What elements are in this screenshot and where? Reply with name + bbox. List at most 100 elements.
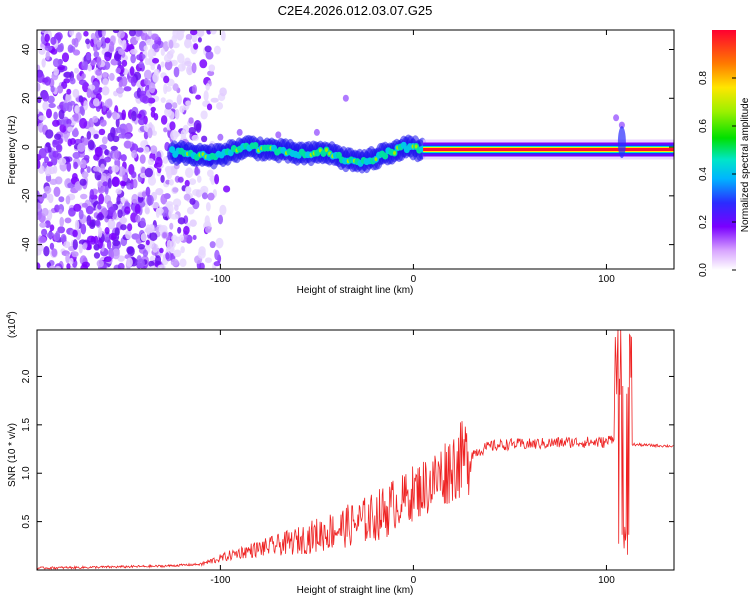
spectrogram-noise-blob — [112, 211, 118, 220]
spectrogram-noise-blob — [115, 117, 120, 128]
spectrogram-noise-blob — [81, 73, 86, 79]
spectrogram-noise-blob — [64, 217, 72, 224]
spectrogram-noise-blob — [123, 140, 132, 149]
spectrogram-noise-blob — [96, 39, 102, 48]
spectrogram-noise-blob — [150, 145, 158, 154]
spectrogram-noise-blob — [120, 128, 126, 136]
spectrogram-noise-blob — [85, 38, 91, 45]
spectrogram-y-tick-label: 0 — [21, 144, 32, 150]
spectrogram-noise-blob — [97, 238, 103, 249]
spectrogram-noise-blob — [166, 239, 172, 250]
ridge-tail-red — [423, 148, 674, 151]
spectrogram-noise-blob — [94, 146, 103, 158]
spectrogram-noise-blob — [69, 30, 75, 36]
spectrogram-noise-blob — [217, 133, 224, 141]
spectrogram-noise-blob — [161, 206, 169, 217]
spectrogram-noise-blob — [145, 186, 151, 197]
spectrogram-noise-blob — [57, 64, 65, 71]
spectrogram-noise-blob — [80, 223, 87, 235]
spectrogram-noise-blob — [115, 67, 121, 74]
spectrogram-noise-blob — [124, 133, 132, 140]
spectrogram-noise-blob — [121, 181, 127, 187]
spectrogram-noise-blob — [195, 122, 202, 133]
spectrogram-noise-blob — [177, 217, 186, 225]
spectrogram-noise-blob — [180, 129, 187, 140]
spectrogram-noise-blob — [63, 78, 71, 84]
spectrogram-noise-blob — [47, 95, 55, 104]
spectrogram-noise-blob — [80, 193, 88, 200]
spectrogram-noise-blob — [150, 106, 156, 112]
spectrogram-noise-blob — [69, 257, 74, 265]
spectrogram-noise-blob — [45, 129, 54, 139]
snr-panel: -100 0 100 0.5 1.0 1.5 2.0 Height of straight… — [6, 311, 675, 596]
spectrogram-noise-blob — [89, 189, 95, 199]
spectrogram-noise-blob — [213, 45, 221, 55]
spectrogram-noise-blob — [169, 222, 174, 230]
spectrogram-noise-blob — [195, 94, 202, 100]
spectrogram-noise-blob — [97, 181, 102, 188]
spectrogram-noise-blob — [220, 30, 226, 41]
spectrogram-noise-blob — [53, 111, 58, 120]
spectrogram-noise-blob — [79, 178, 87, 186]
spectrogram-noise-blob — [128, 30, 136, 37]
spectrogram-noise-blob — [111, 164, 120, 173]
spectrogram-heatmap — [37, 30, 674, 269]
spectrogram-noise-blob — [60, 233, 67, 243]
spectrogram-noise-blob — [49, 178, 58, 186]
spectrogram-noise-blob — [117, 209, 123, 218]
spectrogram-y-tick-label: -40 — [21, 237, 32, 252]
spectrogram-noise-blob — [77, 142, 86, 153]
snr-plot-area — [37, 330, 674, 570]
spectrogram-noise-blob — [137, 195, 144, 203]
spectrogram-noise-blob — [172, 198, 182, 208]
spectrogram-noise-blob — [37, 262, 41, 269]
spectrogram-noise-blob — [86, 88, 92, 99]
spectrogram-noise-blob — [193, 43, 199, 50]
spectrogram-noise-blob — [93, 51, 100, 58]
spectrogram-noise-blob — [137, 258, 145, 268]
spectrogram-noise-blob — [49, 224, 55, 232]
spectrogram-noise-blob — [180, 246, 185, 254]
spectrogram-noise-blob — [44, 166, 52, 177]
spectrogram-noise-blob — [151, 33, 159, 41]
spectrogram-noise-blob — [58, 196, 65, 203]
spectrogram-noise-blob — [214, 174, 220, 185]
spectrogram-noise-blob — [72, 88, 80, 98]
spectrogram-noise-blob — [66, 88, 72, 95]
spectrogram-noise-blob — [78, 95, 84, 103]
spectrogram-noise-blob — [52, 139, 60, 145]
spectrogram-noise-blob — [192, 84, 197, 94]
spectrogram-noise-blob — [37, 108, 40, 115]
spectrogram-noise-blob — [85, 205, 94, 215]
spectrogram-noise-blob — [120, 154, 127, 162]
spectrogram-y-tick-label: 40 — [21, 44, 32, 56]
spectrogram-noise-blob — [177, 63, 186, 72]
spectrogram-noise-blob — [172, 83, 179, 92]
spectrogram-noise-blob — [86, 131, 92, 140]
spectrogram-noise-blob — [99, 119, 107, 127]
spectrogram-noise-blob — [41, 207, 49, 217]
colorbar: 0.0 0.2 0.4 0.6 0.8 Normalized spectral ampl… — [698, 30, 750, 277]
spectrogram-noise-blob — [50, 36, 57, 45]
spectrogram-noise-blob — [80, 264, 89, 269]
spectrogram-noise-blob — [63, 241, 71, 249]
spectrogram-noise-blob — [160, 97, 166, 103]
spectrogram-noise-blob — [92, 166, 100, 172]
spectrogram-noise-blob — [183, 225, 190, 235]
spectrogram-noise-blob — [197, 249, 206, 259]
spectrogram-noise-blob — [38, 236, 47, 244]
spectrogram-noise-blob — [136, 54, 143, 61]
spectrogram-noise-blob — [191, 134, 199, 141]
spectrogram-noise-blob — [67, 44, 74, 54]
spectrogram-noise-blob — [73, 37, 79, 48]
spectrogram-noise-blob — [184, 179, 190, 187]
spectrogram-noise-blob — [121, 39, 127, 51]
spectrogram-noise-blob — [207, 192, 215, 201]
spectrogram-noise-blob — [204, 45, 212, 53]
spectrogram-noise-blob — [151, 43, 159, 50]
spectrogram-noise-blob — [112, 248, 120, 260]
spectrogram-noise-blob — [86, 166, 91, 174]
spectrogram-noise-blob — [205, 83, 210, 91]
spectrogram-noise-blob — [165, 201, 174, 207]
